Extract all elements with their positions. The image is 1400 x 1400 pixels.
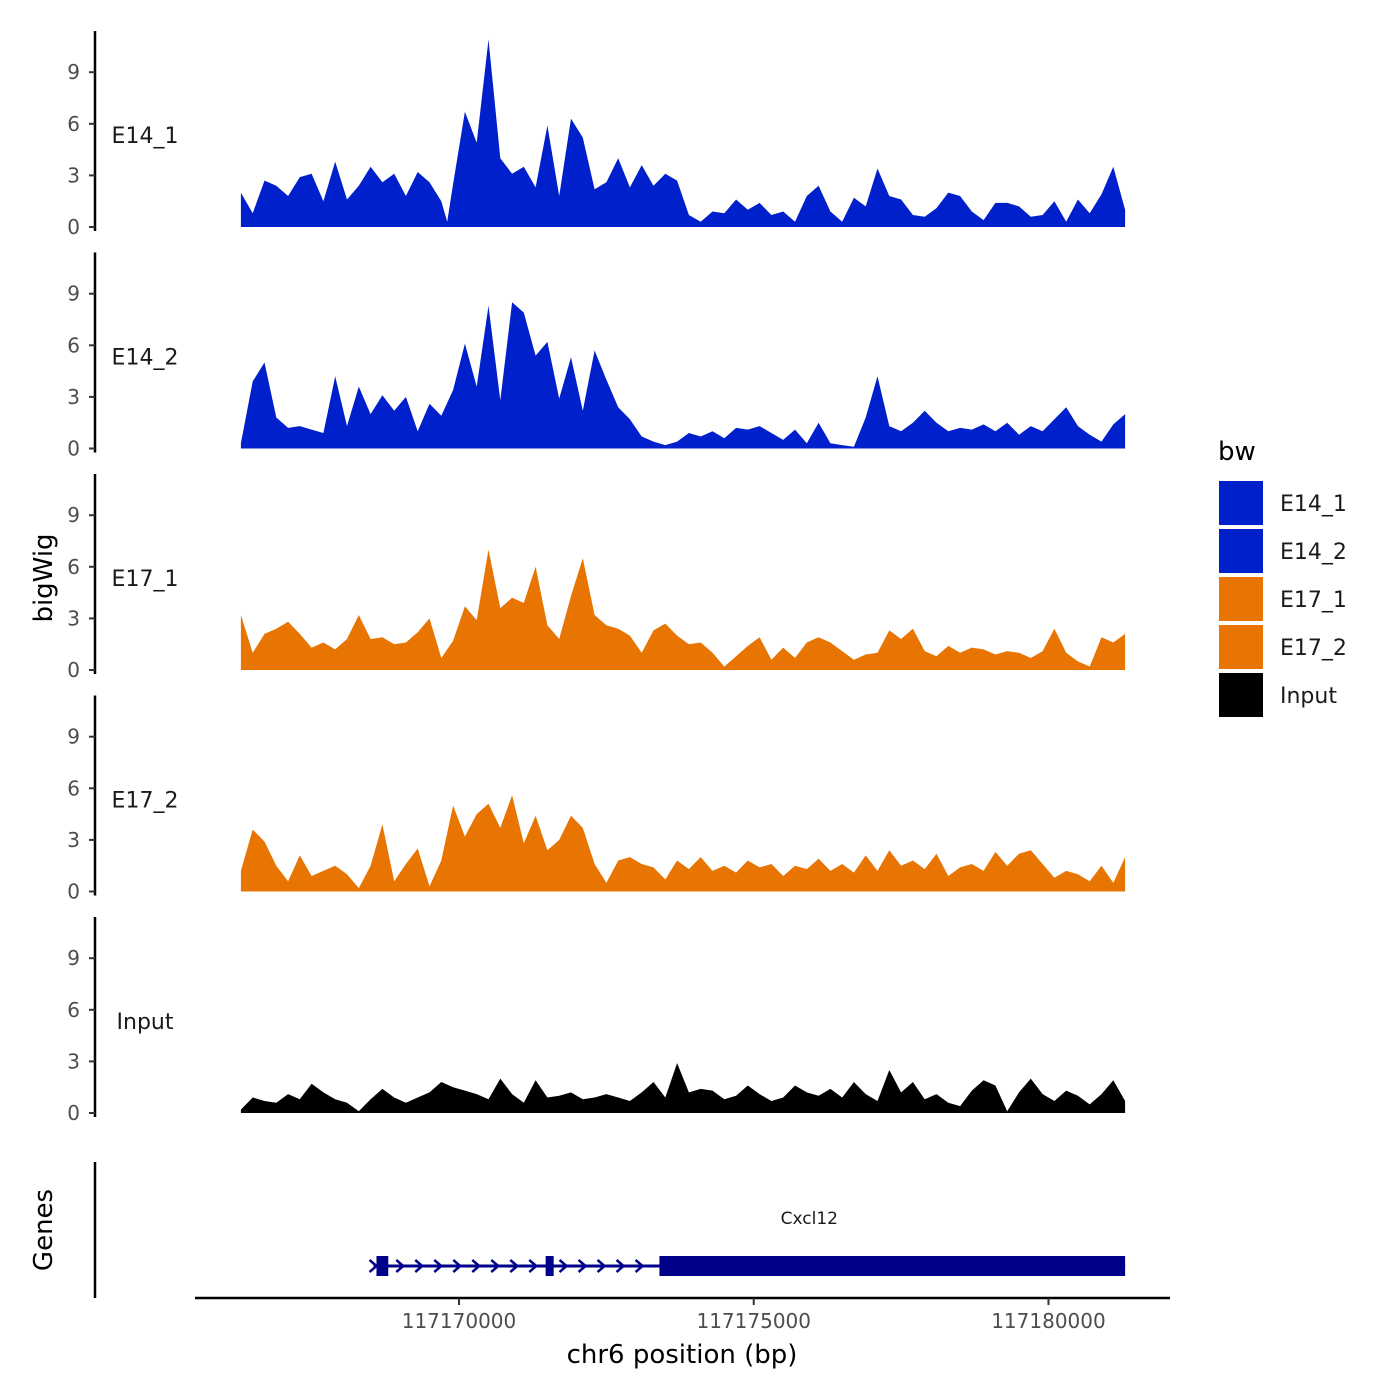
legend-label: E17_1 xyxy=(1280,588,1347,613)
signal-tracks: 0 3 6 9 E14_1 0 3 6 9 E14_2 0 3 6 9 E17_1 0 3 6 9 E17_2 0 3 6 9… xyxy=(67,31,1126,1125)
y-tick-label: 3 xyxy=(67,163,80,187)
y-tick-label: 3 xyxy=(67,828,80,852)
y-tick-label: 6 xyxy=(67,112,80,136)
y-tick-label: 9 xyxy=(67,503,80,527)
strand-chevron xyxy=(414,1259,425,1273)
legend-label: Input xyxy=(1280,684,1337,709)
signal-area-E14_2 xyxy=(240,302,1126,449)
strand-chevron xyxy=(558,1259,569,1273)
legend-swatch-E14_1 xyxy=(1217,479,1265,527)
gene-exon xyxy=(376,1256,389,1276)
y-tick-label: 0 xyxy=(67,658,80,682)
legend: bw E14_1 E14_2 E17_1 E17_2 Input xyxy=(1217,437,1347,719)
signal-area-E17_1 xyxy=(240,549,1126,670)
y-tick-label: 0 xyxy=(67,880,80,904)
track-Input: 0 3 6 9 Input xyxy=(67,917,1126,1125)
strand-chevron xyxy=(634,1259,645,1273)
legend-label: E14_1 xyxy=(1280,492,1347,517)
legend-swatch-E17_2 xyxy=(1217,623,1265,671)
x-axis: 117170000 117175000 117180000 xyxy=(195,1296,1170,1333)
strand-chevron xyxy=(471,1259,482,1273)
track-E14_2: 0 3 6 9 E14_2 xyxy=(67,252,1126,461)
y-tick-label: 6 xyxy=(67,776,80,800)
strand-chevron xyxy=(433,1259,444,1273)
y-tick-label: 3 xyxy=(67,1049,80,1073)
y-tick-label: 9 xyxy=(67,946,80,970)
track-label: E14_1 xyxy=(112,124,179,149)
x-tick-label: 117170000 xyxy=(402,1309,517,1333)
y-tick-label: 6 xyxy=(67,998,80,1022)
strand-chevron xyxy=(528,1259,539,1273)
legend-swatch-E14_2 xyxy=(1217,527,1265,575)
track-E17_1: 0 3 6 9 E17_1 xyxy=(67,474,1126,682)
track-E14_1: 0 3 6 9 E14_1 xyxy=(67,31,1126,239)
strand-chevron xyxy=(577,1259,588,1273)
signal-area-Input xyxy=(240,1063,1126,1113)
track-E17_2: 0 3 6 9 E17_2 xyxy=(67,695,1126,904)
strand-chevron xyxy=(452,1259,463,1273)
strand-chevron xyxy=(615,1259,626,1273)
track-label: E17_1 xyxy=(112,567,179,592)
gene-track-title: Genes xyxy=(29,1189,59,1271)
strand-chevron xyxy=(490,1259,501,1273)
gene-exon xyxy=(545,1256,554,1276)
legend-label: E17_2 xyxy=(1280,636,1347,661)
y-tick-label: 3 xyxy=(67,606,80,630)
legend-title: bw xyxy=(1218,437,1256,467)
strand-chevron xyxy=(368,1259,379,1273)
strand-chevron xyxy=(509,1259,520,1273)
signal-area-E17_2 xyxy=(240,795,1126,892)
strand-chevron xyxy=(395,1259,406,1273)
y-tick-label: 9 xyxy=(67,282,80,306)
y-tick-label: 9 xyxy=(67,725,80,749)
track-label: E14_2 xyxy=(112,346,179,371)
y-tick-label: 3 xyxy=(67,385,80,409)
track-label: E17_2 xyxy=(112,789,179,814)
legend-label: E14_2 xyxy=(1280,540,1347,565)
x-axis-title: chr6 position (bp) xyxy=(567,1340,798,1370)
y-tick-label: 0 xyxy=(67,1101,80,1125)
y-tick-label: 0 xyxy=(67,437,80,461)
track-label: Input xyxy=(117,1010,174,1035)
legend-swatch-Input xyxy=(1217,671,1265,719)
signal-area-E14_1 xyxy=(240,39,1126,227)
x-tick-label: 117175000 xyxy=(696,1309,811,1333)
strand-chevron xyxy=(596,1259,607,1273)
y-axis-title: bigWig xyxy=(29,533,59,622)
y-tick-label: 0 xyxy=(67,215,80,239)
legend-swatch-E17_1 xyxy=(1217,575,1265,623)
gene-track: Genes Cxcl12 xyxy=(29,1162,1126,1298)
y-tick-label: 9 xyxy=(67,60,80,84)
gene-name-label: Cxcl12 xyxy=(781,1209,838,1229)
y-tick-label: 6 xyxy=(67,555,80,579)
y-tick-label: 6 xyxy=(67,333,80,357)
x-tick-label: 117180000 xyxy=(991,1309,1106,1333)
gene-exon xyxy=(659,1256,1126,1276)
